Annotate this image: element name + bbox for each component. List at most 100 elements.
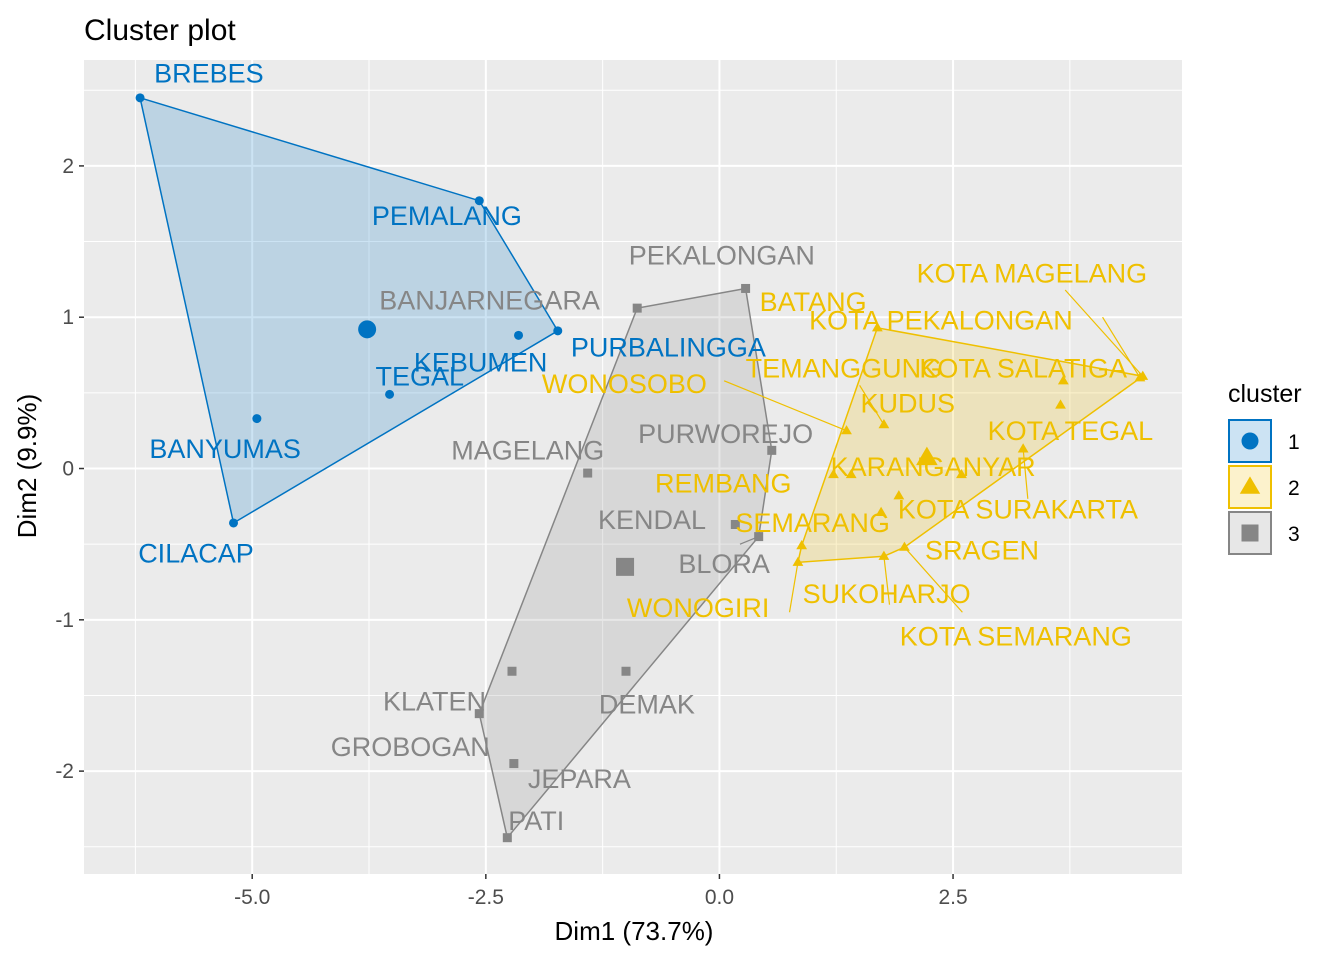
legend-key-3	[1228, 511, 1272, 555]
label-leader-line	[1064, 289, 1144, 377]
legend: cluster 1 2 3	[1228, 380, 1302, 555]
cluster-1-point	[252, 414, 262, 424]
point-label: KOTA MAGELANG	[917, 258, 1148, 288]
chart-title: Cluster plot	[84, 14, 236, 47]
label-leader-line	[1102, 316, 1141, 379]
cluster-3-point	[509, 759, 519, 769]
cluster-2-point	[893, 490, 905, 500]
point-label: MAGELANG	[451, 435, 604, 465]
cluster-1-centroid	[358, 320, 377, 339]
cluster-2-point	[875, 506, 887, 516]
cluster-2-point	[1057, 375, 1069, 385]
cluster-1-point	[474, 196, 484, 206]
point-label: KLATEN	[383, 687, 486, 717]
point-label: PURBALINGGA	[571, 333, 766, 363]
cluster-1-point	[385, 389, 395, 399]
point-label: PEMALANG	[372, 201, 522, 231]
cluster-2-point	[899, 541, 910, 551]
label-leader-line	[859, 384, 885, 425]
cluster-1-point	[229, 518, 239, 528]
label-leader-line	[904, 546, 963, 613]
point-label: CILACAP	[138, 538, 254, 568]
point-label: TEGAL	[376, 361, 465, 391]
cluster-3-point	[767, 445, 777, 455]
cluster-2-point	[792, 556, 804, 566]
cluster-3-point	[754, 532, 764, 542]
point-label: DEMAK	[599, 690, 695, 720]
cluster-3-point	[730, 519, 740, 529]
point-label: KOTA PEKALONGAN	[809, 305, 1073, 335]
y-tick-label: 1	[62, 306, 74, 329]
legend-symbol-2	[1239, 476, 1261, 494]
cluster-2-point	[1017, 443, 1029, 453]
x-tick-label: -2.5	[468, 886, 504, 909]
point-label: PURWOREJO	[638, 419, 813, 449]
label-leader-line	[1022, 448, 1029, 499]
cluster-2-point	[878, 419, 890, 429]
y-tick-label: 2	[62, 155, 74, 178]
cluster-2-point	[841, 425, 852, 435]
point-label: KOTA SALATIGA	[919, 354, 1127, 384]
cluster-2-point	[878, 550, 890, 560]
y-tick-label: -1	[55, 609, 74, 632]
cluster-3-centroid	[616, 557, 635, 576]
point-label: PEKALONGAN	[629, 240, 815, 270]
point-label: BLORA	[678, 549, 770, 579]
cluster-3-point	[741, 283, 751, 293]
cluster-2-point	[796, 540, 808, 550]
legend-symbol-1	[1241, 432, 1259, 450]
point-label: SRAGEN	[925, 535, 1039, 565]
x-tick-label: 0.0	[705, 886, 734, 909]
legend-label-3: 3	[1288, 523, 1300, 546]
legend-symbol-3	[1241, 524, 1259, 542]
cluster-2-point	[828, 468, 839, 479]
legend-label-2: 2	[1288, 477, 1300, 500]
point-label: KOTA TEGAL	[988, 416, 1154, 446]
legend-title: cluster	[1228, 380, 1302, 408]
label-leader-line	[788, 562, 799, 613]
point-label: KEBUMEN	[414, 348, 548, 378]
point-label: TEMANGGUNG	[746, 354, 943, 384]
cluster-3-point	[502, 833, 512, 843]
point-label: REMBANG	[655, 469, 792, 499]
legend-label-1: 1	[1288, 431, 1300, 454]
cluster-2-point	[1055, 399, 1066, 409]
x-axis-title: Dim1 (73.7%)	[555, 916, 714, 946]
cluster-3-point	[632, 303, 642, 313]
cluster-1-point	[514, 330, 524, 340]
point-label: JEPARA	[528, 764, 631, 794]
y-tick-label: -2	[55, 760, 74, 783]
plot-panel: -5.0 -2.5 0.0 2.5 -2 -1 0 1 2 BREBES PEMALANG PURBA…	[55, 59, 1182, 909]
label-leader-line	[883, 556, 891, 605]
cluster-3-point	[583, 468, 593, 478]
point-label: BREBES	[154, 59, 264, 89]
point-label: BANJARNEGARA	[379, 286, 600, 316]
cluster-2-centroid	[916, 446, 938, 466]
cluster-3-point	[621, 666, 631, 676]
cluster-2-point	[845, 468, 857, 479]
cluster-1-point	[135, 93, 145, 103]
cluster-3-point	[507, 666, 517, 676]
point-label: KOTA SURAKARTA	[898, 494, 1138, 524]
point-label: KENDAL	[598, 505, 706, 535]
point-label: KARANGANYAR	[831, 452, 1036, 482]
point-label: KOTA SEMARANG	[900, 622, 1132, 652]
label-leader-line	[723, 380, 847, 432]
point-label: KUDUS	[861, 389, 956, 419]
point-label: PATI	[508, 806, 564, 836]
cluster-1-point	[553, 326, 563, 336]
panel-background	[84, 60, 1182, 874]
point-label: WONOSOBO	[542, 369, 707, 399]
point-label: BANYUMAS	[149, 434, 301, 464]
point-label: BATANG	[760, 287, 867, 317]
y-tick-label: 0	[62, 458, 74, 481]
cluster-2-point	[956, 468, 967, 479]
x-tick-label: 2.5	[938, 886, 967, 909]
point-label: WONOGIRI	[627, 593, 770, 623]
point-label: SUKOHARJO	[803, 579, 971, 609]
point-label: GROBOGAN	[331, 732, 490, 762]
cluster-2-point	[871, 322, 883, 332]
cluster-2-point	[1134, 372, 1146, 382]
y-axis-title: Dim2 (9.9%)	[12, 394, 42, 538]
